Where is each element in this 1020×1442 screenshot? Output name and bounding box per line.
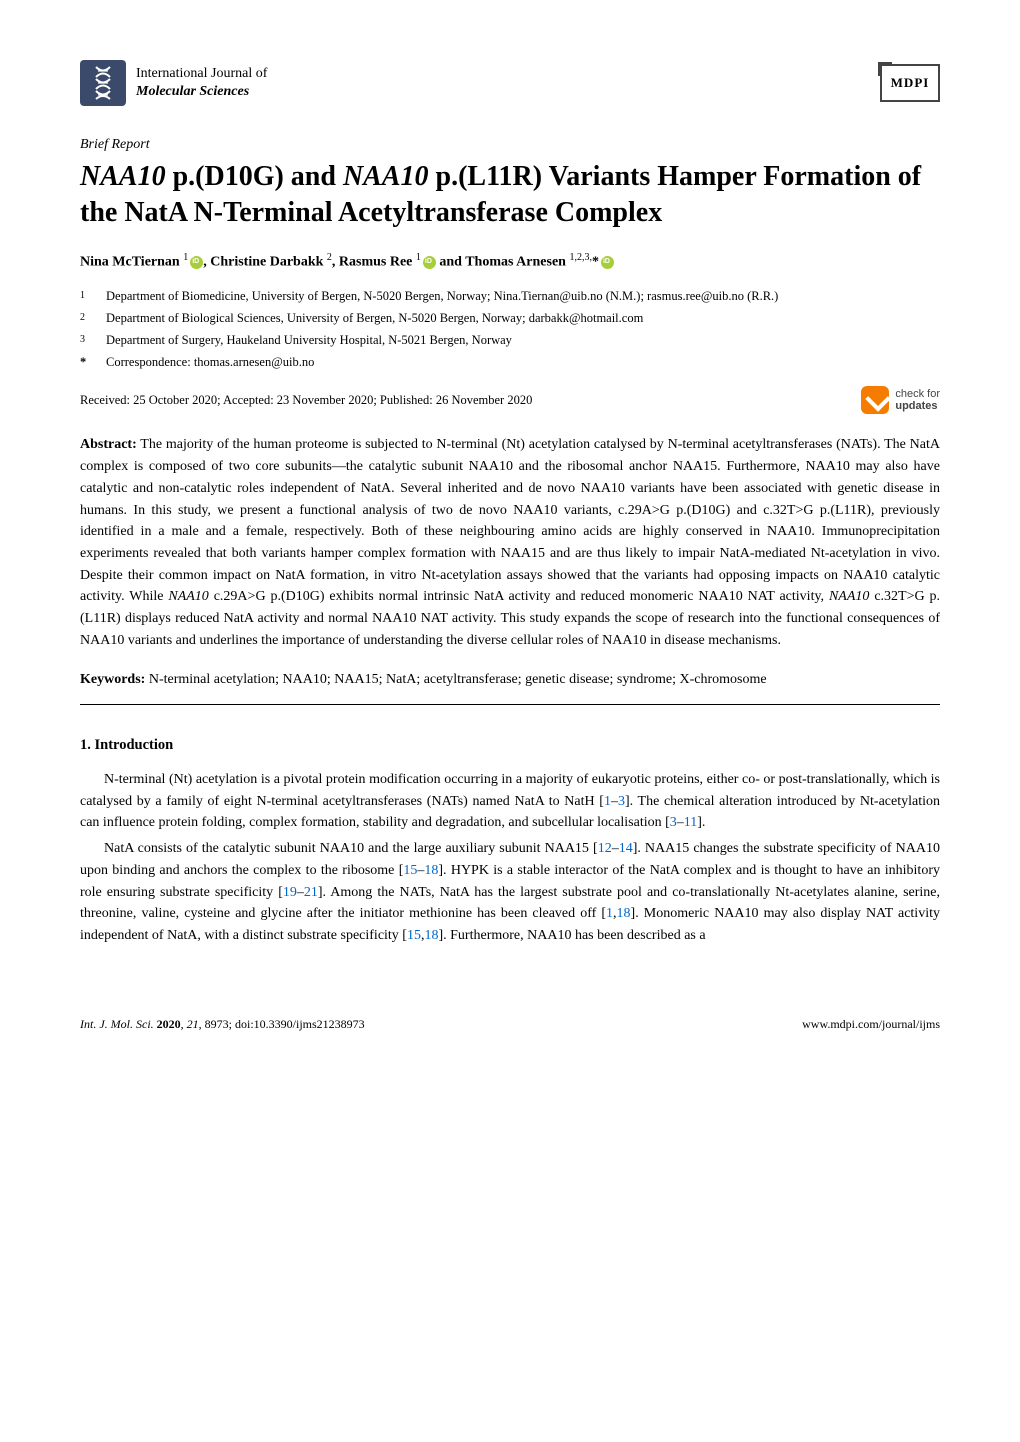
ref-link[interactable]: 14: [619, 841, 633, 856]
correspondence-text: Correspondence: thomas.arnesen@uib.no: [106, 352, 314, 372]
keywords: Keywords: N-terminal acetylation; NAA10;…: [80, 669, 940, 690]
orcid-icon: [423, 256, 436, 269]
mdpi-logo: MDPI: [880, 64, 940, 102]
affiliation-text: Department of Biological Sciences, Unive…: [106, 308, 643, 328]
affiliations: 1 Department of Biomedicine, University o…: [80, 286, 940, 372]
header-row: International Journal of Molecular Scien…: [80, 60, 940, 106]
affiliation-row: 3 Department of Surgery, Haukeland Univer…: [80, 330, 940, 350]
check-line1: check for: [895, 388, 940, 400]
orcid-icon: [601, 256, 614, 269]
intro-para-2: NatA consists of the catalytic subunit N…: [80, 838, 940, 946]
ref-link[interactable]: 19: [283, 885, 297, 900]
ref-link[interactable]: 3: [618, 794, 625, 809]
footer-citation: Int. J. Mol. Sci. 2020, 21, 8973; doi:10…: [80, 1015, 365, 1033]
article-title: NAA10 p.(D10G) and NAA10 p.(L11R) Varian…: [80, 159, 940, 232]
ref-link[interactable]: 18: [424, 928, 438, 943]
abstract-label: Abstract:: [80, 437, 137, 452]
affiliation-num: 2: [80, 308, 94, 328]
ref-link[interactable]: 21: [304, 885, 318, 900]
ref-link[interactable]: 11: [684, 815, 697, 830]
journal-name: International Journal of Molecular Scien…: [136, 65, 267, 101]
journal-name-line1: International Journal of: [136, 65, 267, 83]
ref-link[interactable]: 1: [606, 906, 613, 921]
ref-link[interactable]: 3: [670, 815, 677, 830]
check-updates-text: check for updates: [895, 388, 940, 412]
ref-link[interactable]: 1: [604, 794, 611, 809]
affiliation-num: 1: [80, 286, 94, 306]
correspondence-star: *: [80, 352, 94, 372]
keywords-label: Keywords:: [80, 672, 145, 687]
dna-icon: [80, 60, 126, 106]
orcid-icon: [190, 256, 203, 269]
ref-link[interactable]: 15: [407, 928, 421, 943]
ref-link[interactable]: 18: [617, 906, 631, 921]
dates-text: Received: 25 October 2020; Accepted: 23 …: [80, 391, 532, 410]
journal-name-line2: Molecular Sciences: [136, 83, 267, 101]
keywords-text: N-terminal acetylation; NAA10; NAA15; Na…: [145, 672, 766, 687]
intro-para-1: N-terminal (Nt) acetylation is a pivotal…: [80, 769, 940, 834]
affiliation-text: Department of Surgery, Haukeland Univers…: [106, 330, 512, 350]
affiliation-row: 2 Department of Biological Sciences, Univ…: [80, 308, 940, 328]
footer-url[interactable]: www.mdpi.com/journal/ijms: [802, 1015, 940, 1033]
check-icon: [861, 386, 889, 414]
authors: Nina McTiernan 1, Christine Darbakk 2, R…: [80, 250, 940, 273]
abstract: Abstract: The majority of the human prot…: [80, 434, 940, 651]
affiliation-row: 1 Department of Biomedicine, University o…: [80, 286, 940, 306]
dates-row: Received: 25 October 2020; Accepted: 23 …: [80, 386, 940, 414]
publisher-label: MDPI: [891, 73, 930, 93]
correspondence-row: * Correspondence: thomas.arnesen@uib.no: [80, 352, 940, 372]
check-line2: updates: [895, 400, 937, 412]
affiliation-text: Department of Biomedicine, University of…: [106, 286, 778, 306]
affiliation-num: 3: [80, 330, 94, 350]
title-text: NAA10 p.(D10G) and NAA10 p.(L11R) Varian…: [80, 161, 921, 228]
abstract-text: The majority of the human proteome is su…: [80, 437, 940, 647]
page-footer: Int. J. Mol. Sci. 2020, 21, 8973; doi:10…: [80, 1007, 940, 1033]
ref-link[interactable]: 12: [598, 841, 612, 856]
article-type: Brief Report: [80, 134, 940, 155]
journal-logo: International Journal of Molecular Scien…: [80, 60, 267, 106]
separator-rule: [80, 704, 940, 705]
section-heading-intro: 1. Introduction: [80, 735, 940, 757]
ref-link[interactable]: 18: [424, 863, 438, 878]
journal-url-link[interactable]: www.mdpi.com/journal/ijms: [802, 1017, 940, 1031]
ref-link[interactable]: 15: [403, 863, 417, 878]
check-updates-badge[interactable]: check for updates: [861, 386, 940, 414]
